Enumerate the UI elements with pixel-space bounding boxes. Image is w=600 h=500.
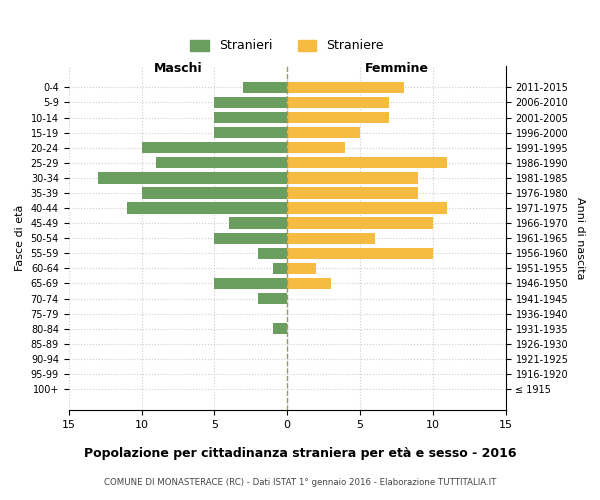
Bar: [229, 218, 287, 229]
Bar: [287, 97, 389, 108]
Bar: [287, 157, 448, 168]
Bar: [287, 127, 360, 138]
Bar: [244, 82, 287, 93]
Bar: [287, 202, 448, 213]
Text: Popolazione per cittadinanza straniera per età e sesso - 2016: Popolazione per cittadinanza straniera p…: [84, 448, 516, 460]
Bar: [214, 278, 287, 289]
Bar: [142, 188, 287, 198]
Bar: [214, 112, 287, 123]
Bar: [287, 112, 389, 123]
Bar: [272, 323, 287, 334]
Bar: [258, 248, 287, 259]
Bar: [214, 97, 287, 108]
Bar: [287, 218, 433, 229]
Bar: [156, 157, 287, 168]
Bar: [287, 262, 316, 274]
Text: Femmine: Femmine: [364, 62, 428, 76]
Bar: [287, 142, 346, 154]
Text: Maschi: Maschi: [154, 62, 202, 76]
Bar: [214, 232, 287, 244]
Bar: [258, 293, 287, 304]
Bar: [272, 262, 287, 274]
Bar: [214, 127, 287, 138]
Text: COMUNE DI MONASTERACE (RC) - Dati ISTAT 1° gennaio 2016 - Elaborazione TUTTITALI: COMUNE DI MONASTERACE (RC) - Dati ISTAT …: [104, 478, 496, 487]
Y-axis label: Anni di nascita: Anni di nascita: [575, 197, 585, 280]
Bar: [142, 142, 287, 154]
Bar: [127, 202, 287, 213]
Legend: Stranieri, Straniere: Stranieri, Straniere: [185, 34, 389, 58]
Bar: [287, 82, 404, 93]
Bar: [287, 278, 331, 289]
Y-axis label: Fasce di età: Fasce di età: [15, 205, 25, 272]
Bar: [287, 232, 374, 244]
Bar: [287, 248, 433, 259]
Bar: [287, 172, 418, 184]
Bar: [287, 188, 418, 198]
Bar: [98, 172, 287, 184]
